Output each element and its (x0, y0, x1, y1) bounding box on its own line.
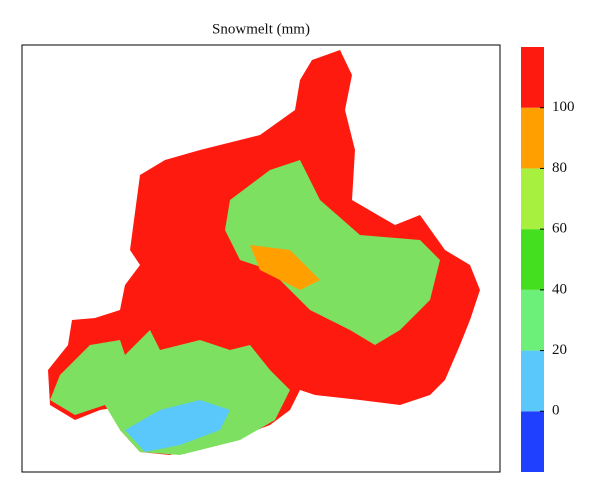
colorbar-tick-label: 80 (552, 160, 567, 176)
colorbar-segment (521, 168, 544, 230)
colorbar: 0 20 40 60 80 100 (521, 47, 575, 472)
colorbar-segment (521, 350, 544, 412)
colorbar-tick-label: 60 (552, 221, 567, 237)
colorbar-segment (521, 289, 544, 351)
green-region (50, 330, 290, 455)
colorbar-tick-label: 100 (552, 99, 575, 115)
colorbar-segment (521, 411, 544, 472)
orange-region (250, 245, 320, 290)
map-title: Snowmelt (mm) (212, 21, 310, 37)
colorbar-segment (521, 229, 544, 290)
colorbar-segment (521, 107, 544, 169)
green-region (225, 160, 440, 345)
colorbar-tick-label: 20 (552, 342, 567, 358)
colorbar-segment (521, 47, 544, 108)
blue-region (125, 400, 230, 452)
map-body (48, 50, 480, 455)
colorbar-tick-label: 40 (552, 281, 567, 297)
colorbar-tick-label: 0 (552, 403, 560, 419)
